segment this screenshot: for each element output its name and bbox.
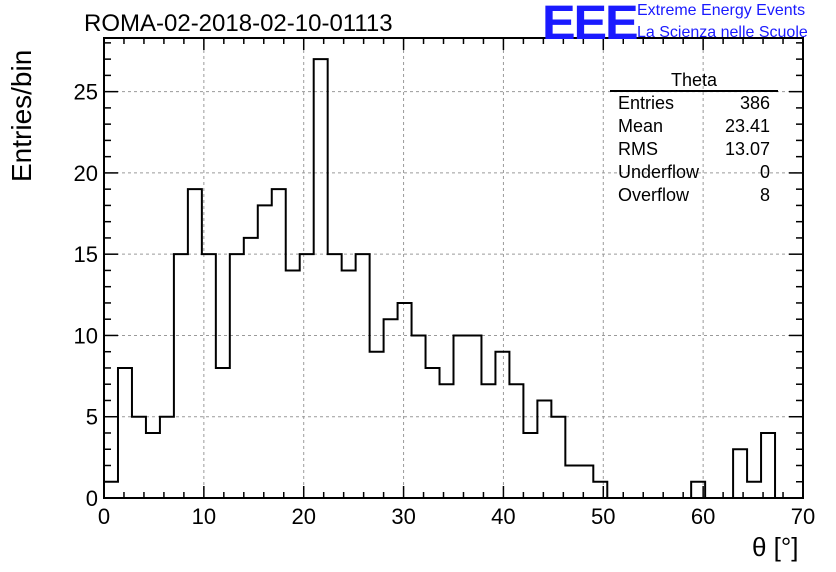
histogram-bin <box>467 335 481 498</box>
histogram-bin <box>481 384 495 498</box>
axis-tick-labels: 0 10 20 30 40 50 60 70 0 5 10 15 20 25 <box>74 80 816 529</box>
x-axis-label: θ [°] <box>752 532 799 562</box>
histogram-bin <box>342 270 356 498</box>
histogram-bin <box>300 254 314 498</box>
histogram-bin <box>244 238 258 498</box>
histogram-bin <box>761 433 775 498</box>
histogram-bin <box>384 319 398 498</box>
x-tick-label: 70 <box>791 504 815 529</box>
stats-box: Theta Entries 386 Mean 23.41 RMS 13.07 U… <box>610 70 778 207</box>
histogram-bin <box>370 352 384 498</box>
histogram-bin <box>733 449 747 498</box>
axis-ticks <box>103 38 804 499</box>
x-tick-label: 20 <box>291 504 315 529</box>
histogram-bin <box>286 270 300 498</box>
histogram-bin <box>272 189 286 498</box>
stats-value: 13.07 <box>724 139 770 159</box>
plot-frame <box>103 37 804 499</box>
stats-label: RMS <box>618 139 658 159</box>
y-tick-label: 15 <box>74 242 98 267</box>
logo-line-1: Extreme Energy Events <box>637 2 806 19</box>
histogram-bin <box>426 368 440 498</box>
x-tick-label: 50 <box>591 504 615 529</box>
x-tick-label: 30 <box>391 504 415 529</box>
histogram-bin <box>440 384 454 498</box>
x-tick-label: 10 <box>192 504 216 529</box>
histogram-bin <box>593 482 607 498</box>
y-tick-label: 25 <box>74 80 98 105</box>
histogram-bin <box>551 417 565 498</box>
histogram-bin <box>537 400 551 498</box>
histogram-bin <box>747 482 761 498</box>
histogram-bin <box>146 433 160 498</box>
stats-label: Overflow <box>618 185 690 205</box>
histogram-bin <box>216 368 230 498</box>
y-tick-label: 0 <box>86 486 98 511</box>
x-tick-label: 40 <box>491 504 515 529</box>
histogram-bin <box>104 482 118 498</box>
stats-value: 8 <box>759 185 770 205</box>
histogram-bin <box>174 254 188 498</box>
histogram-bin <box>118 368 132 498</box>
histogram-bin <box>230 254 244 498</box>
x-tick-label: 60 <box>691 504 715 529</box>
stats-row-rms: RMS 13.07 <box>610 138 778 161</box>
histogram-bin <box>356 254 370 498</box>
stats-label: Entries <box>618 93 675 113</box>
histogram-bin <box>314 59 328 498</box>
histogram-bin <box>398 303 412 498</box>
grid-lines <box>104 38 803 498</box>
stats-row-mean: Mean 23.41 <box>610 115 778 138</box>
stats-row-overflow: Overflow 8 <box>610 184 778 207</box>
stats-value: 386 <box>739 93 770 113</box>
stats-row-underflow: Underflow 0 <box>610 161 778 184</box>
logo-line-2: La Scienza nelle Scuole <box>637 24 808 41</box>
histogram-bin <box>188 189 202 498</box>
histogram-bin <box>579 465 593 498</box>
histogram-bin <box>509 384 523 498</box>
histogram-bin <box>160 417 174 498</box>
histogram-bin <box>132 417 146 498</box>
stats-label: Underflow <box>618 162 700 182</box>
histogram-bin <box>328 254 342 498</box>
histogram-title: ROMA-02-2018-02-10-01113 <box>84 10 393 37</box>
stats-label: Mean <box>618 116 664 136</box>
stats-value: 0 <box>759 162 770 182</box>
eee-logo-mark: EEE <box>542 0 639 50</box>
y-tick-label: 5 <box>86 405 98 430</box>
stats-row-entries: Entries 386 <box>610 92 778 115</box>
histogram-bin <box>258 205 272 498</box>
stats-title: Theta <box>610 70 778 92</box>
y-tick-label: 10 <box>74 323 98 348</box>
histogram-bin <box>565 465 579 498</box>
y-axis-label: Entries/bin <box>6 49 37 182</box>
histogram-bin <box>523 433 537 498</box>
histogram-bin <box>495 352 509 498</box>
stats-value: 23.41 <box>724 116 770 136</box>
y-tick-label: 20 <box>74 161 98 186</box>
x-tick-label: 0 <box>98 504 110 529</box>
